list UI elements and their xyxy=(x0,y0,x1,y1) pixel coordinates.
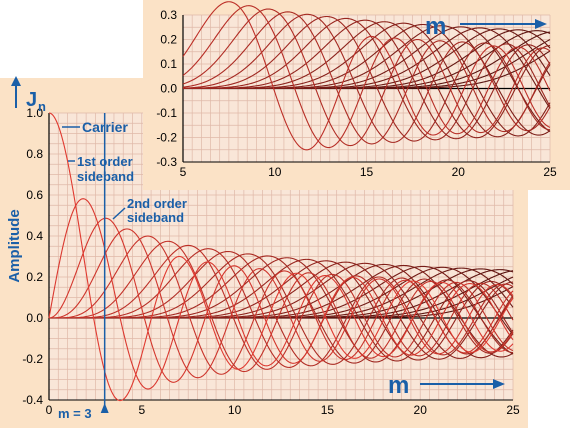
inset-tick-labels: 5 10 15 20 25 0.3 0.2 0.1 0.0 -0.1 -0.2 -0.3 xyxy=(156,8,557,179)
y-tick-label: 0.0 xyxy=(26,311,43,325)
x-tick-label: 5 xyxy=(138,403,145,417)
y-tick-label: 0.2 xyxy=(160,33,177,47)
x-tick-label: 20 xyxy=(452,165,466,179)
second-order-label-line2: sideband xyxy=(127,210,184,225)
y-tick-label: 0.8 xyxy=(26,147,43,161)
y-tick-label: 1.0 xyxy=(26,106,43,120)
second-order-pointer xyxy=(112,207,126,220)
first-order-label-line2: sideband xyxy=(77,169,134,184)
x-tick-label: 5 xyxy=(180,165,187,179)
main-x-axis-arrowhead xyxy=(493,379,505,389)
y-tick-label: 0.4 xyxy=(26,229,43,243)
bessel-curve-J8 xyxy=(182,8,551,147)
bessel-curve-J5 xyxy=(49,240,514,373)
y-axis-symbol-subscript: n xyxy=(38,99,46,114)
bessel-curve-J12 xyxy=(183,17,551,141)
main-tick-labels: 0 5 10 15 20 25 1.0 0.8 0.6 0.4 0.2 0.0 -0.2 -0.4 xyxy=(22,106,520,417)
x-tick-label: 25 xyxy=(506,403,520,417)
m3-marker-arrowhead xyxy=(100,403,109,413)
bessel-curve-J2 xyxy=(48,217,514,383)
inset-chart: 5 10 15 20 25 0.3 0.2 0.1 0.0 -0.1 -0.2 -0.3 xyxy=(143,0,570,190)
bessel-curve-J9 xyxy=(182,11,551,145)
x-tick-label: 25 xyxy=(543,165,557,179)
x-tick-label: 0 xyxy=(46,403,53,417)
y-axis-title: Amplitude xyxy=(6,209,23,282)
x-tick-label: 10 xyxy=(228,403,242,417)
inset-x-axis-title: m xyxy=(425,13,446,40)
bessel-curve-J1 xyxy=(48,198,514,390)
y-tick-label: -0.3 xyxy=(156,155,177,169)
bessel-curve-J4 xyxy=(49,235,514,375)
bessel-curve-J3 xyxy=(49,228,514,379)
second-order-label-line1: 2nd order xyxy=(127,196,187,211)
y-axis-arrowhead xyxy=(11,76,21,86)
y-tick-label: 0.6 xyxy=(26,188,43,202)
bessel-curve-J10 xyxy=(182,13,551,143)
x-tick-label: 10 xyxy=(268,165,282,179)
x-tick-label: 15 xyxy=(321,403,335,417)
inset-x-axis-arrowhead xyxy=(535,19,547,29)
y-tick-label: -0.1 xyxy=(156,106,177,120)
inset-curves xyxy=(182,1,551,151)
main-x-axis-title: m xyxy=(388,372,409,399)
y-tick-label: 0.3 xyxy=(160,8,177,22)
bessel-curve-J7 xyxy=(49,248,514,368)
y-tick-label: -0.2 xyxy=(156,131,177,145)
bessel-curve-J6 xyxy=(49,244,514,370)
bessel-curve-J14 xyxy=(183,21,551,139)
y-tick-label: -0.4 xyxy=(22,393,43,407)
y-tick-label: 0.2 xyxy=(26,270,43,284)
y-tick-label: 0.0 xyxy=(160,82,177,96)
bessel-curve-J11 xyxy=(183,15,551,142)
bessel-curve-J6 xyxy=(182,1,551,151)
y-tick-label: -0.2 xyxy=(22,352,43,366)
main-curves xyxy=(48,112,514,402)
x-tick-label: 20 xyxy=(414,403,428,417)
bessel-curve-J8 xyxy=(49,250,514,367)
x-tick-label: 15 xyxy=(360,165,374,179)
bessel-curve-J0 xyxy=(48,112,514,402)
bessel-curve-J7 xyxy=(182,5,551,149)
y-axis-symbol: J xyxy=(26,89,37,111)
m3-label: m = 3 xyxy=(58,406,92,421)
y-tick-label: 0.1 xyxy=(160,57,177,71)
bessel-curve-J13 xyxy=(183,19,551,140)
